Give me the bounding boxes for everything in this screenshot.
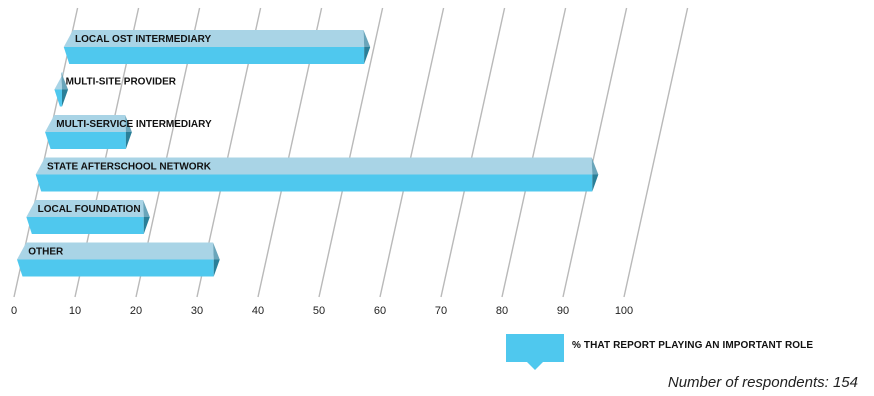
bar-local-ost-intermediary: LOCAL OST INTERMEDIARY — [63, 30, 371, 64]
gridline-80 — [501, 7, 567, 298]
bar-top-face — [54, 72, 64, 90]
bar-front-face — [26, 217, 144, 234]
bar-front-face — [35, 174, 593, 192]
bar-front-face — [63, 47, 365, 64]
gridline-60 — [379, 7, 445, 298]
gridline-50 — [318, 7, 384, 298]
gridline-70 — [440, 7, 506, 298]
bar-end-cap-top — [363, 30, 371, 47]
bar-other: OTHER — [17, 242, 220, 277]
bar-category-label: LOCAL OST INTERMEDIARY — [75, 34, 211, 45]
bar-end-cap-top — [143, 200, 150, 217]
gridline-90 — [562, 7, 628, 298]
x-tick-label: 60 — [374, 305, 386, 317]
bar-top-face — [45, 115, 126, 132]
bar-end-cap — [62, 89, 69, 107]
bar-end-cap — [592, 174, 599, 192]
bar-top-face — [35, 157, 593, 175]
gridline-100 — [623, 7, 689, 298]
bar-multi-service-intermediary: MULTI-SERVICE INTERMEDIARY — [45, 115, 212, 149]
bar-top-face — [17, 242, 214, 260]
x-axis-ticks: 0 10 20 30 40 50 60 70 80 90 100 — [11, 305, 633, 317]
legend-swatch — [506, 334, 564, 362]
bar-end-cap — [213, 259, 220, 277]
bar-end-cap-top — [61, 72, 69, 90]
bar-front-face — [45, 132, 126, 149]
bar-multi-site-provider: MULTI-SITE PROVIDER — [54, 72, 177, 107]
bar-end-cap — [364, 47, 371, 64]
x-tick-label: 70 — [435, 305, 447, 317]
bar-end-cap-top — [213, 242, 220, 260]
x-tick-label: 20 — [130, 305, 142, 317]
x-tick-label: 40 — [252, 305, 264, 317]
bar-end-cap — [143, 217, 150, 234]
x-tick-label: 100 — [615, 305, 633, 317]
bar-category-label: LOCAL FOUNDATION — [38, 204, 141, 215]
x-tick-label: 30 — [191, 305, 203, 317]
x-tick-label: 50 — [313, 305, 325, 317]
bar-category-label: STATE AFTERSCHOOL NETWORK — [47, 162, 212, 173]
bar-category-label: MULTI-SERVICE INTERMEDIARY — [56, 119, 212, 130]
x-tick-label: 10 — [69, 305, 81, 317]
respondents-note: Number of respondents: 154 — [667, 374, 858, 391]
bar-top-face — [63, 30, 365, 47]
bar-state-afterschool-network: STATE AFTERSCHOOL NETWORK — [35, 157, 599, 192]
x-tick-label: 0 — [11, 305, 17, 317]
bar-local-foundation: LOCAL FOUNDATION — [26, 200, 150, 234]
bars: LOCAL OST INTERMEDIARY MULTI-SITE PROVIDE… — [17, 30, 599, 277]
legend-label: % THAT REPORT PLAYING AN IMPORTANT ROLE — [572, 340, 814, 351]
bar-front-face — [17, 259, 214, 277]
bar-top-face — [26, 200, 144, 217]
bar-category-label: OTHER — [28, 247, 64, 258]
bar-category-label: MULTI-SITE PROVIDER — [66, 77, 177, 88]
bar-end-cap — [125, 132, 132, 149]
bar-end-cap-top — [591, 157, 599, 175]
bar-front-face — [54, 89, 63, 107]
bar-end-cap-top — [125, 115, 132, 132]
x-tick-label: 80 — [496, 305, 508, 317]
x-tick-label: 90 — [557, 305, 569, 317]
legend-pointer-icon — [527, 362, 543, 370]
